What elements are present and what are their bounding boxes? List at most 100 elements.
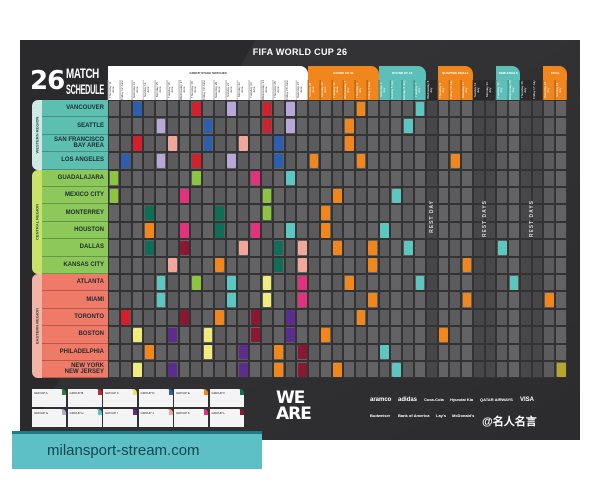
grid-cell xyxy=(378,117,391,135)
date-header: Wednesday 1 July xyxy=(343,80,356,100)
grid-cell xyxy=(437,152,450,170)
match-cell xyxy=(462,292,472,308)
grid-cell xyxy=(155,187,167,205)
grid-cell xyxy=(378,152,391,170)
grid-cell xyxy=(531,187,544,205)
grid-cell xyxy=(390,221,403,240)
region-label: WESTERN REGION xyxy=(32,100,42,170)
match-cell xyxy=(344,118,354,134)
grid-cell xyxy=(237,100,250,118)
grid-cell xyxy=(249,239,261,257)
grid-cell xyxy=(508,239,520,257)
match-cell xyxy=(286,327,295,343)
grid-cell xyxy=(390,326,403,344)
grid-cell xyxy=(319,134,332,153)
grid-cell xyxy=(225,134,238,153)
grid-cell xyxy=(484,291,497,309)
grid-cell xyxy=(425,326,438,344)
grid-cell xyxy=(166,100,179,118)
grid-cell xyxy=(131,291,144,309)
grid-cell xyxy=(425,134,438,153)
grid-cell xyxy=(519,343,532,361)
phase-header: ROUND OF 16 xyxy=(378,66,426,80)
grid-cell xyxy=(496,256,509,274)
grid-cell xyxy=(119,187,132,205)
grid-cell xyxy=(519,169,532,187)
group-color-tab xyxy=(62,408,66,415)
grid-cell xyxy=(449,308,462,327)
grid-cell xyxy=(213,343,226,361)
match-cell xyxy=(497,240,507,256)
grid-cell xyxy=(343,187,356,205)
date-header: Monday 29 June xyxy=(319,80,332,100)
grid-cell xyxy=(543,187,556,205)
grid-cell xyxy=(131,308,144,327)
grid-cell xyxy=(178,117,191,135)
grid-cell xyxy=(355,239,367,257)
group-card: GROUP F xyxy=(209,389,244,407)
grid-cell xyxy=(390,152,403,170)
region-label: EASTERN REGION xyxy=(32,274,42,379)
grid-cell xyxy=(213,274,226,292)
grid-cell xyxy=(425,169,438,187)
grid-cell xyxy=(496,152,509,170)
grid-cell xyxy=(496,204,509,222)
grid-cell xyxy=(402,100,415,118)
grid-cell xyxy=(296,134,309,153)
grid-cell xyxy=(484,256,497,274)
grid-cell xyxy=(308,361,320,379)
match-cell xyxy=(286,223,295,238)
grid-cell xyxy=(543,100,556,118)
grid-cell xyxy=(390,169,403,187)
grid-cell xyxy=(390,100,403,118)
grid-cell xyxy=(484,361,497,379)
city-label: BOSTON xyxy=(42,326,108,344)
grid-cell xyxy=(437,187,450,205)
city-label: TORONTO xyxy=(42,308,108,327)
date-header: Sunday 12 July xyxy=(472,80,485,100)
grid-cell xyxy=(261,134,273,153)
grid-cell xyxy=(519,361,532,379)
city-label: DALLAS xyxy=(42,239,108,257)
grid-cell xyxy=(343,221,356,240)
grid-cell xyxy=(237,117,250,135)
grid-cell xyxy=(390,204,403,222)
date-header: Saturday 27 June xyxy=(296,80,309,100)
grid-cell xyxy=(237,221,250,240)
grid-cell xyxy=(437,221,450,240)
grid-cell xyxy=(402,152,415,170)
grid-cell xyxy=(355,256,367,274)
grid-cell xyxy=(249,204,261,222)
date-header: Friday 12 June xyxy=(119,80,132,100)
grid-cell xyxy=(284,204,297,222)
grid-cell xyxy=(225,343,238,361)
grid-cell xyxy=(543,326,556,344)
grid-cell xyxy=(202,308,214,327)
grid-cell xyxy=(366,308,379,327)
grid-cell xyxy=(308,343,320,361)
match-cell xyxy=(344,136,354,151)
group-color-tab xyxy=(168,389,173,395)
match-cell xyxy=(333,188,342,203)
group-card: GROUP I xyxy=(103,408,137,427)
group-color-tab xyxy=(97,408,102,415)
grid-cell xyxy=(225,204,238,222)
match-cell xyxy=(121,310,131,325)
grid-cell xyxy=(390,256,403,274)
sponsor-logo: Coca-Cola xyxy=(424,397,444,402)
grid-cell xyxy=(319,187,332,205)
grid-cell xyxy=(461,308,473,327)
grid-cell xyxy=(284,291,297,309)
grid-cell xyxy=(484,239,497,257)
city-label: NEW YORK NEW JERSEY xyxy=(42,361,108,379)
grid-cell xyxy=(202,361,214,379)
match-cell xyxy=(368,240,378,256)
grid-cell xyxy=(108,117,120,135)
grid-cell xyxy=(402,274,415,292)
grid-cell xyxy=(437,291,450,309)
grid-cell xyxy=(555,169,568,187)
match-cell xyxy=(403,240,413,256)
group-color-tab xyxy=(204,389,208,395)
grid-cell xyxy=(272,100,285,118)
sponsor-logo: VISA xyxy=(520,397,535,403)
